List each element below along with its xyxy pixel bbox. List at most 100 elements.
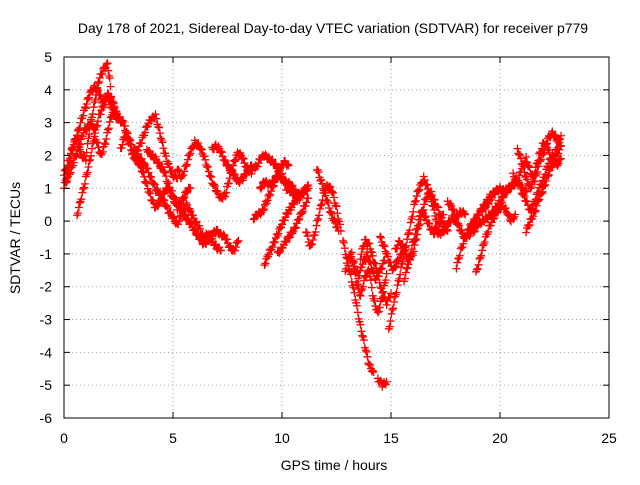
data-point-marker <box>260 205 269 214</box>
data-point-marker <box>155 129 164 138</box>
y-tick-label: 3 <box>44 115 52 131</box>
data-point-marker <box>365 239 374 248</box>
data-point-marker <box>160 196 169 205</box>
data-point-marker <box>220 155 229 164</box>
data-point-marker <box>182 162 191 171</box>
data-point-marker <box>550 131 559 140</box>
data-point-marker <box>273 172 282 181</box>
data-point-marker <box>318 184 327 193</box>
y-tick-label: -4 <box>40 344 53 360</box>
data-point-marker <box>231 243 240 252</box>
data-point-marker <box>458 243 467 252</box>
data-point-marker <box>449 206 458 215</box>
data-point-marker <box>87 151 96 160</box>
data-point-marker <box>526 184 535 193</box>
data-point-marker <box>177 172 186 181</box>
x-tick-label: 20 <box>492 430 508 446</box>
data-point-marker <box>81 172 90 181</box>
data-point-marker <box>409 237 418 246</box>
data-point-marker <box>355 290 364 299</box>
data-point-marker <box>500 204 509 213</box>
data-point-marker <box>256 210 265 219</box>
data-point-marker <box>423 180 432 189</box>
data-point-marker <box>272 173 281 182</box>
data-point-marker <box>439 228 448 237</box>
data-point-marker <box>260 261 269 270</box>
data-point-marker <box>315 211 324 220</box>
data-point-marker <box>351 269 360 278</box>
data-point-marker <box>435 219 444 228</box>
data-point-marker <box>180 167 189 176</box>
y-tick-label: 4 <box>44 82 52 98</box>
data-point-marker <box>352 280 361 289</box>
data-point-marker <box>287 228 296 237</box>
data-point-marker <box>147 173 156 182</box>
data-point-marker <box>537 189 546 198</box>
data-point-marker <box>223 160 232 169</box>
data-point-marker <box>169 213 178 222</box>
data-point-marker <box>261 197 270 206</box>
x-tick-label: 15 <box>383 430 399 446</box>
data-point-marker <box>393 256 402 265</box>
data-point-marker <box>179 194 188 203</box>
data-point-marker <box>530 207 539 216</box>
data-point-marker <box>326 207 335 216</box>
data-point-marker <box>66 154 75 163</box>
data-point-marker <box>364 359 373 368</box>
data-point-marker <box>402 264 411 273</box>
data-point-marker <box>386 317 395 326</box>
data-point-marker <box>357 250 366 259</box>
data-point-marker <box>186 149 195 158</box>
y-tick-label: 2 <box>44 147 52 163</box>
data-point-marker <box>421 213 430 222</box>
data-point-marker <box>183 214 192 223</box>
data-point-marker <box>459 239 468 248</box>
data-point-marker <box>230 157 239 166</box>
y-tick-label: -2 <box>40 279 53 295</box>
data-point-marker <box>368 251 377 260</box>
data-point-marker <box>219 230 228 239</box>
data-point-marker <box>434 209 443 218</box>
data-point-marker <box>414 221 423 230</box>
data-point-marker <box>154 122 163 131</box>
data-point-marker <box>490 214 499 223</box>
data-point-marker <box>158 163 167 172</box>
data-point-marker <box>65 170 74 179</box>
data-point-marker <box>557 131 566 140</box>
data-point-marker <box>82 170 91 179</box>
data-point-marker <box>413 225 422 234</box>
data-point-marker <box>503 210 512 219</box>
data-point-marker <box>104 66 113 75</box>
data-point-marker <box>410 197 419 206</box>
data-point-marker <box>80 179 89 188</box>
data-point-marker <box>474 260 483 269</box>
data-point-marker <box>516 154 525 163</box>
data-point-marker <box>357 327 366 336</box>
data-point-marker <box>448 205 457 214</box>
data-point-marker <box>383 252 392 261</box>
data-point-marker <box>366 360 375 369</box>
data-point-marker <box>244 166 253 175</box>
data-point-marker <box>548 150 557 159</box>
data-point-marker <box>455 251 464 260</box>
data-point-marker <box>154 159 163 168</box>
data-point-marker <box>79 111 88 120</box>
data-point-marker <box>464 225 473 234</box>
data-point-marker <box>216 246 225 255</box>
data-point-marker <box>165 163 174 172</box>
data-point-marker <box>456 244 465 253</box>
data-point-marker <box>532 201 541 210</box>
data-point-marker <box>454 219 463 228</box>
data-point-marker <box>83 95 92 104</box>
data-point-marker <box>365 257 374 266</box>
data-point-marker <box>375 303 384 312</box>
data-point-marker <box>85 93 94 102</box>
data-point-marker <box>523 175 532 184</box>
data-point-marker <box>152 185 161 194</box>
data-point-marker <box>192 231 201 240</box>
data-point-marker <box>542 140 551 149</box>
data-point-marker <box>425 219 434 228</box>
data-point-marker <box>143 164 152 173</box>
data-point-marker <box>290 200 299 209</box>
